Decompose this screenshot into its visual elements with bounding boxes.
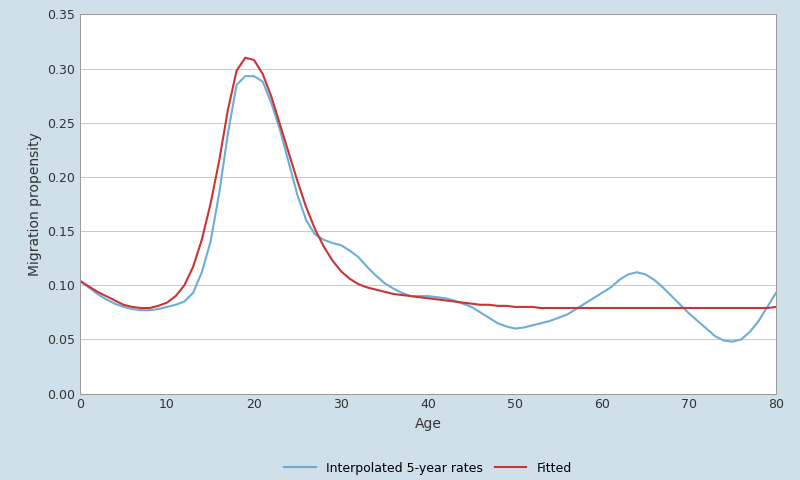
Interpolated 5-year rates xyxy=(728,339,738,345)
X-axis label: Age: Age xyxy=(414,417,442,431)
Line: Interpolated 5-year rates: Interpolated 5-year rates xyxy=(80,76,776,342)
Fitted xyxy=(719,305,729,311)
Interpolated 5-year rates xyxy=(241,73,250,79)
Fitted xyxy=(241,55,250,60)
Fitted xyxy=(75,278,85,284)
Fitted xyxy=(771,304,781,310)
Fitted xyxy=(606,305,615,311)
Interpolated 5-year rates xyxy=(650,277,659,283)
Interpolated 5-year rates xyxy=(75,278,85,284)
Line: Fitted: Fitted xyxy=(80,58,776,308)
Fitted xyxy=(693,305,702,311)
Fitted xyxy=(658,305,668,311)
Interpolated 5-year rates xyxy=(710,333,720,339)
Legend: Interpolated 5-year rates, Fitted: Interpolated 5-year rates, Fitted xyxy=(279,457,577,480)
Interpolated 5-year rates xyxy=(771,290,781,296)
Interpolated 5-year rates xyxy=(466,304,476,310)
Y-axis label: Migration propensity: Migration propensity xyxy=(27,132,42,276)
Interpolated 5-year rates xyxy=(519,324,529,330)
Interpolated 5-year rates xyxy=(598,290,607,296)
Fitted xyxy=(475,302,485,308)
Fitted xyxy=(528,304,538,310)
Interpolated 5-year rates xyxy=(684,311,694,316)
Fitted xyxy=(136,305,146,311)
